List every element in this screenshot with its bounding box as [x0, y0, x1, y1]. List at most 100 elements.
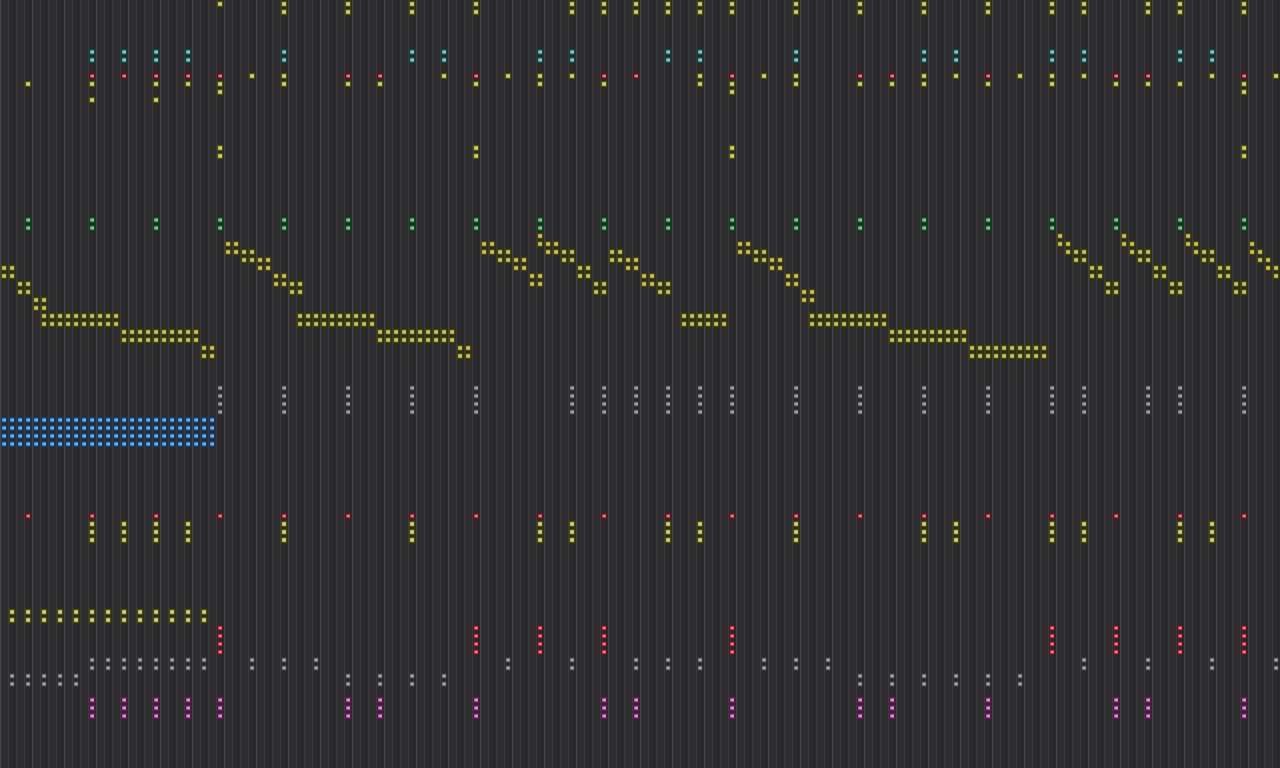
- note-cell[interactable]: D4: [345, 225, 351, 231]
- note-cell[interactable]: F3: [1017, 353, 1023, 359]
- note-cell[interactable]: C3: [1241, 385, 1247, 391]
- note-cell[interactable]: F3: [337, 321, 343, 327]
- note-cell[interactable]: E2: [153, 617, 159, 623]
- note-cell[interactable]: D2: [569, 529, 575, 535]
- note-cell[interactable]: B4: [1209, 49, 1215, 55]
- note-cell[interactable]: F3: [121, 329, 127, 335]
- note-cell[interactable]: C3: [97, 425, 103, 431]
- note-cell[interactable]: C3: [985, 401, 991, 407]
- note-cell[interactable]: D2: [281, 537, 287, 543]
- note-cell[interactable]: F1: [377, 673, 383, 679]
- note-cell[interactable]: F3: [1233, 289, 1239, 295]
- note-cell[interactable]: F3: [449, 329, 455, 335]
- note-cell[interactable]: A4: [121, 73, 127, 79]
- note-cell[interactable]: D4: [601, 225, 607, 231]
- note-cell[interactable]: F3: [337, 313, 343, 319]
- note-cell[interactable]: F3: [321, 321, 327, 327]
- note-cell[interactable]: F3: [1145, 249, 1151, 255]
- note-cell[interactable]: C3: [1, 441, 7, 447]
- note-cell[interactable]: E2: [89, 609, 95, 615]
- note-cell[interactable]: F3: [745, 249, 751, 255]
- note-cell[interactable]: C3: [1, 433, 7, 439]
- note-cell[interactable]: B4: [153, 57, 159, 63]
- note-cell[interactable]: C3: [97, 441, 103, 447]
- note-cell[interactable]: G3: [985, 1, 991, 7]
- note-cell[interactable]: F3: [641, 273, 647, 279]
- note-cell[interactable]: C3: [665, 385, 671, 391]
- note-cell[interactable]: G3: [921, 9, 927, 15]
- note-cell[interactable]: F3: [1217, 265, 1223, 271]
- note-cell[interactable]: C3: [129, 417, 135, 423]
- note-cell[interactable]: D4: [537, 225, 543, 231]
- note-cell[interactable]: D2: [1177, 537, 1183, 543]
- note-cell[interactable]: C3: [25, 433, 31, 439]
- note-cell[interactable]: B4: [953, 49, 959, 55]
- note-cell[interactable]: D1: [1241, 641, 1247, 647]
- note-cell[interactable]: F3: [953, 329, 959, 335]
- note-cell[interactable]: F3: [441, 329, 447, 335]
- note-cell[interactable]: D4: [1049, 217, 1055, 223]
- note-cell[interactable]: C3: [145, 425, 151, 431]
- note-cell[interactable]: D1: [1113, 641, 1119, 647]
- note-cell[interactable]: A4: [153, 73, 159, 79]
- note-cell[interactable]: D2: [665, 529, 671, 535]
- note-cell[interactable]: F1: [89, 665, 95, 671]
- note-cell[interactable]: D4: [921, 225, 927, 231]
- note-cell[interactable]: E2: [25, 609, 31, 615]
- note-cell[interactable]: C3: [201, 425, 207, 431]
- note-cell[interactable]: F3: [1137, 257, 1143, 263]
- note-cell[interactable]: C3: [65, 441, 71, 447]
- note-cell[interactable]: F3: [97, 313, 103, 319]
- note-cell[interactable]: C3: [793, 385, 799, 391]
- note-cell[interactable]: D1: [537, 625, 543, 631]
- note-cell[interactable]: F1: [665, 665, 671, 671]
- note-cell[interactable]: D4: [217, 225, 223, 231]
- note-cell[interactable]: F3: [1041, 353, 1047, 359]
- note-cell[interactable]: B4: [1081, 49, 1087, 55]
- note-cell[interactable]: C3: [169, 417, 175, 423]
- note-cell[interactable]: C3: [409, 385, 415, 391]
- note-cell[interactable]: G0: [633, 697, 639, 703]
- note-cell[interactable]: F3: [921, 337, 927, 343]
- note-cell[interactable]: C3: [113, 441, 119, 447]
- note-cell[interactable]: F1: [793, 665, 799, 671]
- note-cell[interactable]: G0: [473, 697, 479, 703]
- note-cell[interactable]: C3: [25, 441, 31, 447]
- note-cell[interactable]: F3: [873, 321, 879, 327]
- note-cell[interactable]: C3: [633, 385, 639, 391]
- note-cell[interactable]: G0: [601, 697, 607, 703]
- note-cell[interactable]: D1: [1241, 633, 1247, 639]
- note-cell[interactable]: G3: [985, 9, 991, 15]
- note-cell[interactable]: D2: [665, 537, 671, 543]
- note-cell[interactable]: F1: [441, 681, 447, 687]
- note-cell[interactable]: C3: [345, 401, 351, 407]
- note-cell[interactable]: F3: [593, 289, 599, 295]
- note-cell[interactable]: F3: [25, 289, 31, 295]
- note-cell[interactable]: A4: [633, 73, 639, 79]
- note-cell[interactable]: G3: [1145, 9, 1151, 15]
- note-cell[interactable]: C3: [569, 409, 575, 415]
- note-cell[interactable]: F3: [153, 329, 159, 335]
- note-cell[interactable]: E2: [121, 609, 127, 615]
- note-cell[interactable]: C3: [1, 417, 7, 423]
- note-cell[interactable]: C3: [25, 425, 31, 431]
- note-cell[interactable]: F3: [721, 321, 727, 327]
- note-cell[interactable]: C3: [201, 433, 207, 439]
- note-cell[interactable]: C2: [601, 513, 607, 519]
- note-cell[interactable]: F3: [57, 321, 63, 327]
- note-cell[interactable]: C3: [1241, 401, 1247, 407]
- note-cell[interactable]: E4: [1049, 81, 1055, 87]
- note-cell[interactable]: D1: [537, 641, 543, 647]
- note-cell[interactable]: G0: [185, 705, 191, 711]
- note-cell[interactable]: G0: [633, 713, 639, 719]
- note-cell[interactable]: C3: [921, 385, 927, 391]
- note-cell[interactable]: F3: [977, 345, 983, 351]
- note-cell[interactable]: F3: [601, 281, 607, 287]
- note-cell[interactable]: C3: [65, 433, 71, 439]
- note-cell[interactable]: F3: [633, 265, 639, 271]
- note-cell[interactable]: F1: [1081, 657, 1087, 663]
- note-cell[interactable]: D1: [1241, 649, 1247, 655]
- note-cell[interactable]: C4: [729, 145, 735, 151]
- note-cell[interactable]: E4: [217, 89, 223, 95]
- note-cell[interactable]: F1: [889, 673, 895, 679]
